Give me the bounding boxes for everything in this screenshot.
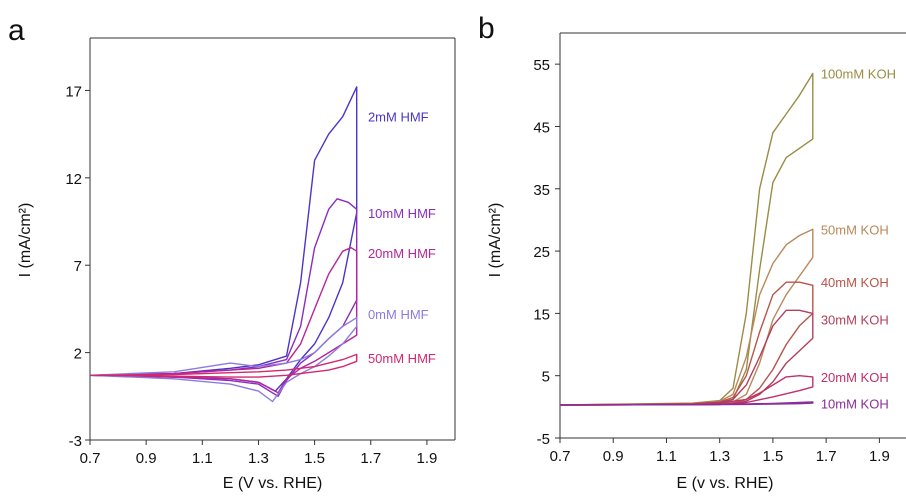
- panel-b: b -5 5 15 25 35 45 55 0.7 0.9 1.1 1.3 1.5 1.7 1.9 E (v …: [478, 12, 906, 492]
- x-tick-label: 1.7: [816, 448, 837, 465]
- y-tick-label: 12: [65, 171, 82, 188]
- y-axis-label: I (mA/cm²): [487, 203, 504, 278]
- series-label: 20mM KOH: [821, 370, 889, 385]
- series-label: 2mM HMF: [368, 110, 429, 125]
- y-tick-label: 55: [533, 57, 550, 74]
- series-line: [559, 281, 814, 406]
- series-line: [559, 401, 814, 406]
- x-tick-label: 1.5: [762, 448, 783, 465]
- series-line: [89, 353, 358, 378]
- x-tick-label: 1.1: [656, 448, 677, 465]
- series-label: 50mM HMF: [368, 351, 436, 366]
- y-tick-label: 25: [533, 244, 550, 261]
- x-tick-label: 1.3: [709, 448, 730, 465]
- series-line: [559, 375, 814, 406]
- x-tick-label: 1.3: [248, 450, 269, 467]
- y-axis-label: I (mA/cm²): [17, 203, 34, 278]
- x-tick-label: 0.7: [80, 450, 101, 467]
- panel-a: a -3 2 7 12 17 0.7 0.9 1.1 1.3 1.5 1.7 1.9 E (V vs. R…: [8, 14, 456, 492]
- x-axis-label: E (V vs. RHE): [223, 475, 323, 492]
- series-label: 0mM HMF: [368, 307, 429, 322]
- y-tick-label: -5: [537, 431, 550, 448]
- x-tick-label: 0.9: [603, 448, 624, 465]
- x-tick-label: 1.9: [869, 448, 890, 465]
- y-tick-label: 2: [74, 346, 82, 363]
- series-label: 10mM HMF: [368, 206, 436, 221]
- y-tick-label: -3: [69, 433, 82, 450]
- x-tick-label: 1.5: [304, 450, 325, 467]
- series-label: 40mM KOH: [821, 275, 889, 290]
- series-line: [89, 246, 358, 394]
- panel-label: a: [8, 14, 25, 47]
- x-tick-label: 1.7: [360, 450, 381, 467]
- series-label: 100mM KOH: [821, 67, 896, 82]
- x-tick-label: 1.1: [192, 450, 213, 467]
- y-tick-label: 7: [74, 258, 82, 275]
- series-line: [559, 309, 814, 406]
- x-tick-label: 1.9: [416, 450, 437, 467]
- x-tick-label: 0.7: [550, 448, 571, 465]
- series-label: 20mM HMF: [368, 246, 436, 261]
- series-label: 10mM KOH: [821, 397, 889, 412]
- series-line: [89, 317, 358, 403]
- y-tick-label: 15: [533, 306, 550, 323]
- series-label: 30mM KOH: [821, 313, 889, 328]
- series-line: [89, 86, 358, 392]
- y-tick-label: 5: [542, 369, 550, 386]
- y-tick-label: 17: [65, 83, 82, 100]
- panel-label: b: [478, 12, 495, 45]
- series-line: [559, 72, 814, 406]
- y-tick-label: 45: [533, 119, 550, 136]
- series-label: 50mM KOH: [821, 222, 889, 237]
- x-tick-label: 0.9: [136, 450, 157, 467]
- x-axis-label: E (v vs. RHE): [677, 475, 774, 492]
- y-tick-label: 35: [533, 182, 550, 199]
